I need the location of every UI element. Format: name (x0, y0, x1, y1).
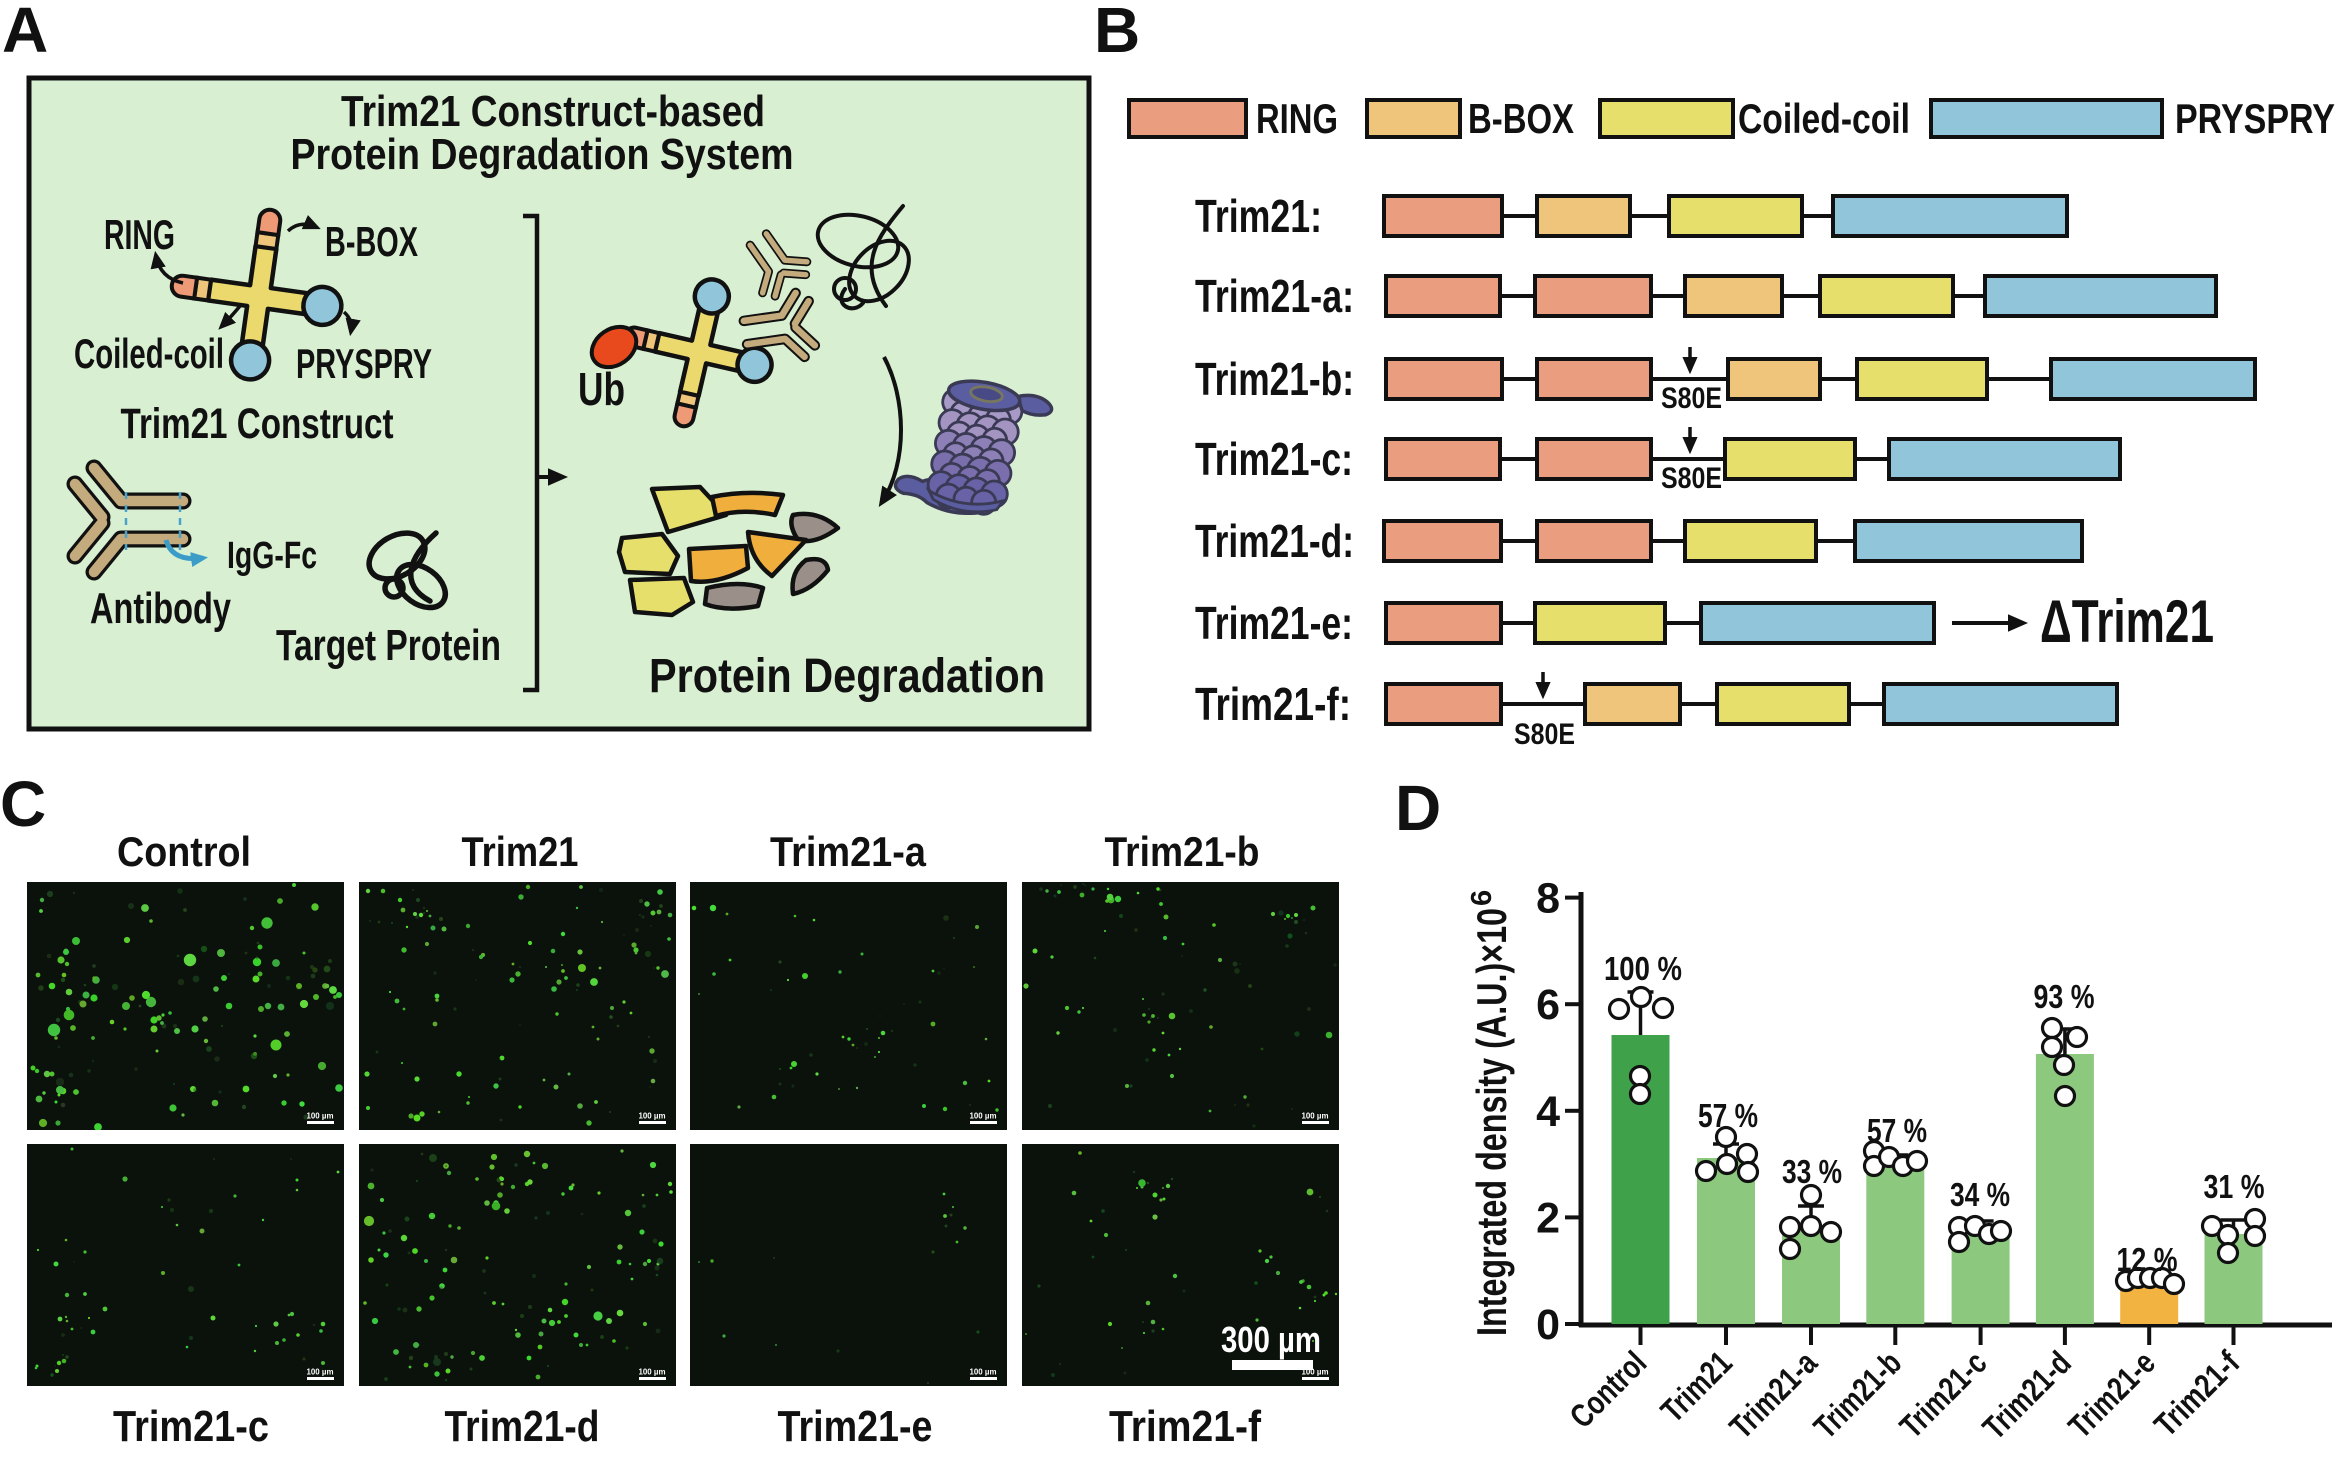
svg-text:Trim21: Trim21 (462, 828, 579, 875)
svg-text:100 µm: 100 µm (639, 1111, 666, 1121)
svg-text:6: 6 (1466, 890, 1498, 906)
svg-text:IgG-Fc: IgG-Fc (227, 535, 317, 577)
svg-text:Trim21-e: Trim21-e (778, 1402, 933, 1451)
svg-text:PRYSPRY: PRYSPRY (2175, 95, 2335, 142)
svg-text:PRYSPRY: PRYSPRY (296, 340, 432, 387)
svg-text:33 %: 33 % (1782, 1153, 1842, 1190)
svg-text:57 %: 57 % (1698, 1097, 1758, 1134)
svg-text:ΔTrim21: ΔTrim21 (2040, 588, 2214, 655)
svg-text:100 µm: 100 µm (1302, 1111, 1329, 1121)
svg-text:Trim21-d:: Trim21-d: (1195, 515, 1354, 567)
svg-text:Trim21-b: Trim21-b (1105, 828, 1260, 875)
svg-text:4: 4 (1536, 1088, 1560, 1136)
svg-text:8: 8 (1536, 875, 1560, 923)
svg-text:S80E: S80E (1661, 462, 1722, 495)
svg-text:Coiled-coil: Coiled-coil (1738, 95, 1910, 142)
svg-text:100 µm: 100 µm (307, 1367, 334, 1377)
svg-text:Trim21-c:: Trim21-c: (1195, 433, 1353, 485)
svg-text:93 %: 93 % (2034, 978, 2095, 1015)
svg-text:S80E: S80E (1661, 382, 1722, 415)
svg-text:2: 2 (1536, 1194, 1560, 1242)
svg-text:100 µm: 100 µm (307, 1111, 334, 1121)
svg-text:Protein Degradation System: Protein Degradation System (291, 130, 794, 179)
svg-text:Trim21 Construct: Trim21 Construct (121, 400, 394, 448)
svg-text:100 µm: 100 µm (639, 1367, 666, 1377)
svg-text:12 %: 12 % (2117, 1241, 2178, 1278)
svg-text:A: A (2, 0, 48, 66)
svg-text:B-BOX: B-BOX (1468, 95, 1574, 142)
svg-text:Trim21-f:: Trim21-f: (1195, 678, 1351, 730)
svg-text:Trim21-a: Trim21-a (770, 828, 927, 875)
svg-text:Protein Degradation: Protein Degradation (649, 650, 1045, 703)
svg-text:D: D (1395, 772, 1441, 844)
svg-text:RING: RING (1256, 95, 1338, 142)
svg-text:Antibody: Antibody (90, 584, 231, 633)
svg-text:Trim21-c: Trim21-c (113, 1402, 269, 1451)
svg-text:Integrated density (A.U.)×10: Integrated density (A.U.)×10 (1468, 908, 1515, 1336)
svg-text:100 %: 100 % (1604, 950, 1682, 987)
svg-text:100 µm: 100 µm (970, 1111, 997, 1121)
svg-text:B: B (1094, 0, 1140, 66)
svg-text:57 %: 57 % (1867, 1112, 1927, 1149)
svg-text:Trim21-d: Trim21-d (445, 1402, 600, 1451)
svg-text:Control: Control (117, 828, 251, 875)
svg-text:B-BOX: B-BOX (325, 218, 418, 265)
svg-text:Coiled-coil: Coiled-coil (74, 330, 224, 377)
svg-text:100 µm: 100 µm (970, 1367, 997, 1377)
svg-text:RING: RING (104, 211, 175, 258)
svg-text:31 %: 31 % (2204, 1168, 2265, 1205)
svg-text:Ub: Ub (578, 363, 625, 415)
svg-text:C: C (0, 768, 46, 840)
svg-text:Trim21 Construct-based: Trim21 Construct-based (341, 87, 765, 136)
svg-text:Target Protein: Target Protein (276, 621, 501, 670)
svg-text:34 %: 34 % (1950, 1176, 2010, 1213)
svg-text:Trim21:: Trim21: (1195, 190, 1322, 242)
svg-text:300 µm: 300 µm (1221, 1319, 1321, 1360)
svg-text:0: 0 (1536, 1301, 1560, 1349)
svg-text:Trim21-a:: Trim21-a: (1195, 270, 1354, 322)
svg-text:6: 6 (1536, 981, 1560, 1029)
svg-text:Trim21-e:: Trim21-e: (1195, 597, 1353, 649)
svg-text:100 µm: 100 µm (1302, 1367, 1329, 1377)
svg-text:S80E: S80E (1514, 718, 1575, 751)
svg-text:Trim21-b:: Trim21-b: (1195, 353, 1354, 405)
svg-text:Trim21-f: Trim21-f (1109, 1402, 1261, 1451)
